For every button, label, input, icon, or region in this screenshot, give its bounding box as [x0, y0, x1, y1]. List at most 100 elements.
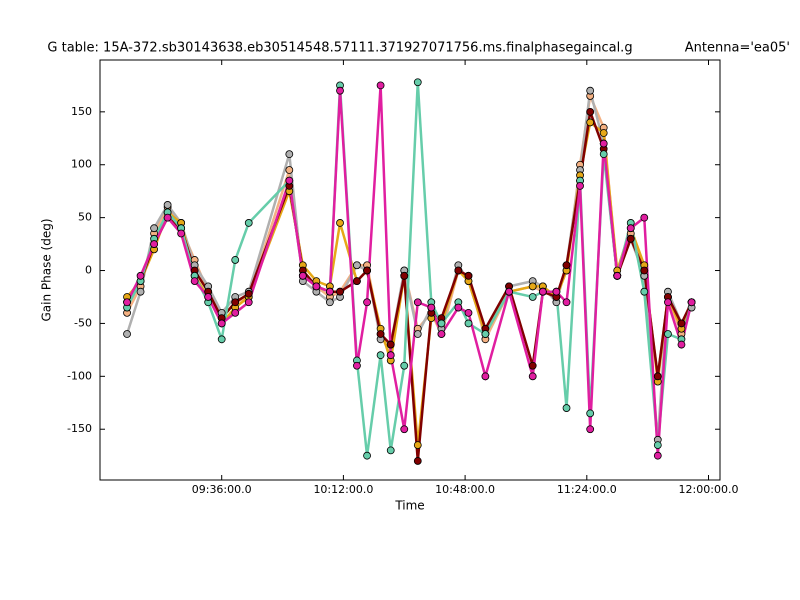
point	[204, 293, 213, 301]
point	[586, 409, 595, 418]
point	[562, 404, 571, 412]
x-tick-label: 09:36:00.0	[192, 483, 252, 496]
point	[285, 166, 294, 174]
point	[190, 277, 199, 286]
point	[562, 261, 571, 270]
point	[505, 287, 513, 296]
point	[123, 298, 131, 307]
x-axis-label: Time	[394, 499, 424, 513]
point	[376, 351, 385, 360]
point	[640, 266, 649, 275]
x-tick-label: 10:12:00.0	[313, 483, 373, 496]
point	[586, 86, 595, 95]
point	[163, 201, 172, 209]
point	[363, 298, 371, 307]
point	[586, 425, 595, 434]
point	[562, 298, 571, 307]
point	[231, 256, 240, 264]
point	[586, 118, 595, 127]
point	[336, 86, 344, 95]
x-tick-label: 12:00:00.0	[679, 483, 739, 496]
point	[687, 298, 696, 307]
point	[481, 372, 490, 381]
point	[231, 298, 240, 307]
x-tick-label: 11:24:00.0	[557, 483, 617, 496]
point	[150, 224, 158, 233]
y-tick-label: 150	[71, 105, 92, 118]
point	[576, 181, 584, 190]
point	[376, 330, 385, 338]
point	[427, 303, 436, 312]
point	[150, 240, 158, 248]
point	[123, 330, 131, 338]
point	[653, 441, 662, 449]
point	[626, 234, 635, 243]
point	[363, 266, 371, 275]
point	[454, 266, 463, 275]
point	[528, 293, 537, 301]
point	[481, 330, 490, 338]
point	[437, 319, 446, 328]
x-tick-label: 10:48:00.0	[435, 483, 495, 496]
axes-frame	[99, 59, 721, 481]
point	[413, 441, 422, 449]
point	[437, 330, 446, 338]
point	[413, 330, 422, 338]
point	[454, 303, 463, 312]
point	[386, 446, 395, 455]
point	[163, 213, 172, 222]
y-tick-label: 0	[85, 264, 92, 277]
point	[285, 150, 294, 159]
point	[325, 287, 334, 296]
point	[217, 335, 226, 344]
point	[244, 298, 253, 307]
plot-area	[123, 78, 696, 465]
point	[217, 319, 226, 328]
point	[538, 287, 547, 296]
point	[464, 271, 473, 280]
point	[626, 224, 635, 233]
point	[413, 457, 422, 465]
point	[298, 271, 307, 280]
point	[586, 107, 595, 116]
point	[325, 298, 334, 307]
y-tick-label: 100	[71, 158, 92, 171]
point	[386, 351, 395, 360]
point	[353, 361, 361, 370]
point	[552, 287, 561, 296]
y-tick-label: -100	[67, 369, 92, 382]
point	[336, 287, 344, 296]
point	[400, 271, 409, 280]
point	[599, 129, 608, 137]
point	[528, 372, 537, 381]
point	[312, 282, 321, 291]
point	[599, 150, 608, 159]
point	[177, 229, 186, 238]
point	[653, 372, 662, 381]
y-axis-label: Gain Phase (deg)	[40, 218, 54, 321]
point	[640, 287, 649, 296]
point	[386, 340, 395, 349]
y-tick-label: -50	[74, 316, 92, 329]
point	[464, 308, 473, 317]
point	[136, 271, 145, 280]
point	[353, 261, 361, 270]
antenna-label: Antenna='ea05'	[685, 41, 790, 56]
point	[244, 289, 253, 298]
point	[285, 176, 294, 185]
point	[231, 308, 240, 317]
point	[664, 298, 672, 307]
point	[528, 282, 537, 291]
point	[136, 287, 145, 296]
point	[376, 81, 385, 90]
point	[353, 277, 361, 286]
y-tick-label: 50	[78, 211, 92, 224]
point	[528, 361, 537, 370]
chart-title: G table: 15A-372.sb30143638.eb30514548.5…	[47, 41, 632, 56]
point	[653, 451, 662, 460]
point	[336, 219, 344, 227]
point	[599, 139, 608, 148]
point	[664, 330, 672, 338]
